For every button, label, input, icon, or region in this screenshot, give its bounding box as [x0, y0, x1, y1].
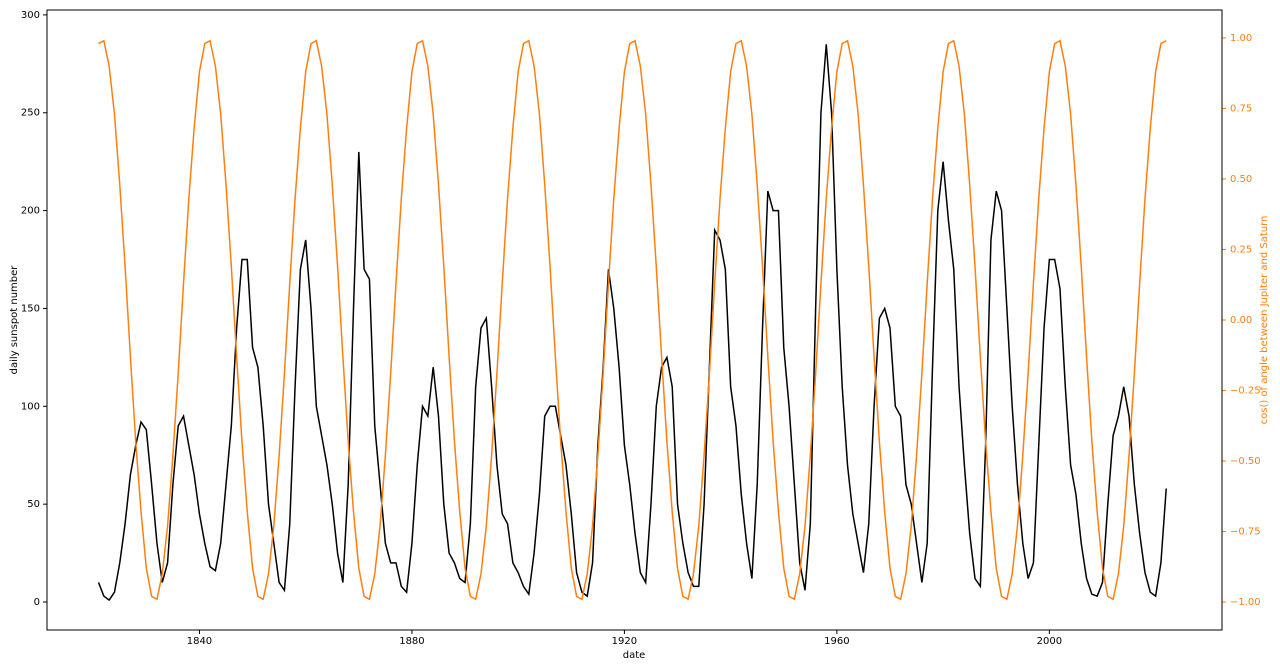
series-line — [98, 39, 1167, 601]
x-tick-label: 1840 — [187, 636, 212, 647]
y2-tick-label: −1.00 — [1230, 597, 1261, 608]
y2-axis-label: cos() of angle between Jupiter and Satur… — [1259, 216, 1270, 425]
x-tick-label: 2000 — [1037, 636, 1062, 647]
y2-tick-label: 0.25 — [1230, 244, 1252, 255]
series-line — [97, 44, 1167, 602]
x-tick-label: 1920 — [612, 636, 637, 647]
y-tick-label: 200 — [21, 206, 40, 217]
y-tick-label: 150 — [21, 303, 40, 314]
y-tick-label: 300 — [21, 10, 40, 21]
y-axis-label: daily sunspot number — [9, 265, 20, 375]
y2-tick-label: −0.75 — [1230, 527, 1261, 538]
x-tick-label: 1880 — [399, 636, 424, 647]
y2-tick-label: −0.25 — [1230, 386, 1261, 397]
y2-tick-label: 0.00 — [1230, 315, 1252, 326]
y2-tick-label: 0.50 — [1230, 174, 1252, 185]
y-tick-label: 100 — [21, 401, 40, 412]
y2-tick-label: −0.50 — [1230, 456, 1261, 467]
y-tick-label: 50 — [27, 499, 40, 510]
y2-tick-label: 0.75 — [1230, 103, 1252, 114]
y-tick-label: 250 — [21, 108, 40, 119]
plot-frame — [46, 9, 1223, 631]
y2-tick-label: 1.00 — [1230, 33, 1252, 44]
y-tick-label: 0 — [34, 597, 40, 608]
x-tick-label: 1960 — [824, 636, 849, 647]
x-axis-label: date — [623, 650, 646, 661]
